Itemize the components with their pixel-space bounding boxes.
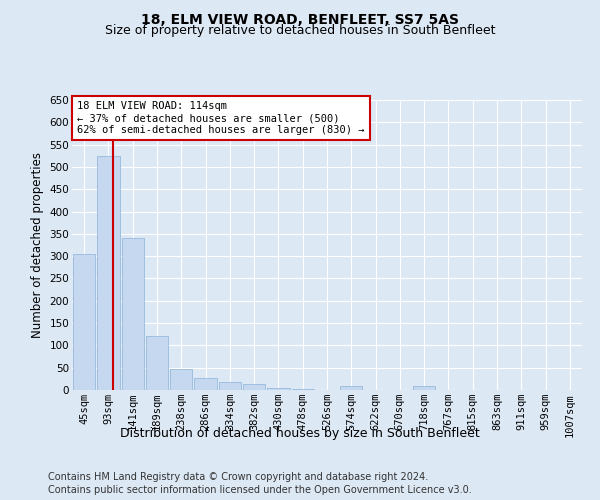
- Bar: [170, 368, 193, 390]
- Bar: [267, 388, 290, 390]
- Bar: [146, 336, 168, 390]
- Bar: [73, 254, 95, 390]
- Bar: [243, 384, 265, 390]
- Text: Distribution of detached houses by size in South Benfleet: Distribution of detached houses by size …: [120, 428, 480, 440]
- Text: Size of property relative to detached houses in South Benfleet: Size of property relative to detached ho…: [105, 24, 495, 37]
- Bar: [218, 382, 241, 390]
- Text: Contains public sector information licensed under the Open Government Licence v3: Contains public sector information licen…: [48, 485, 472, 495]
- Bar: [97, 156, 119, 390]
- Bar: [340, 386, 362, 390]
- Bar: [194, 378, 217, 390]
- Bar: [413, 386, 436, 390]
- Text: Contains HM Land Registry data © Crown copyright and database right 2024.: Contains HM Land Registry data © Crown c…: [48, 472, 428, 482]
- Bar: [292, 388, 314, 390]
- Text: 18 ELM VIEW ROAD: 114sqm
← 37% of detached houses are smaller (500)
62% of semi-: 18 ELM VIEW ROAD: 114sqm ← 37% of detach…: [77, 102, 365, 134]
- Y-axis label: Number of detached properties: Number of detached properties: [31, 152, 44, 338]
- Text: 18, ELM VIEW ROAD, BENFLEET, SS7 5AS: 18, ELM VIEW ROAD, BENFLEET, SS7 5AS: [141, 12, 459, 26]
- Bar: [122, 238, 144, 390]
